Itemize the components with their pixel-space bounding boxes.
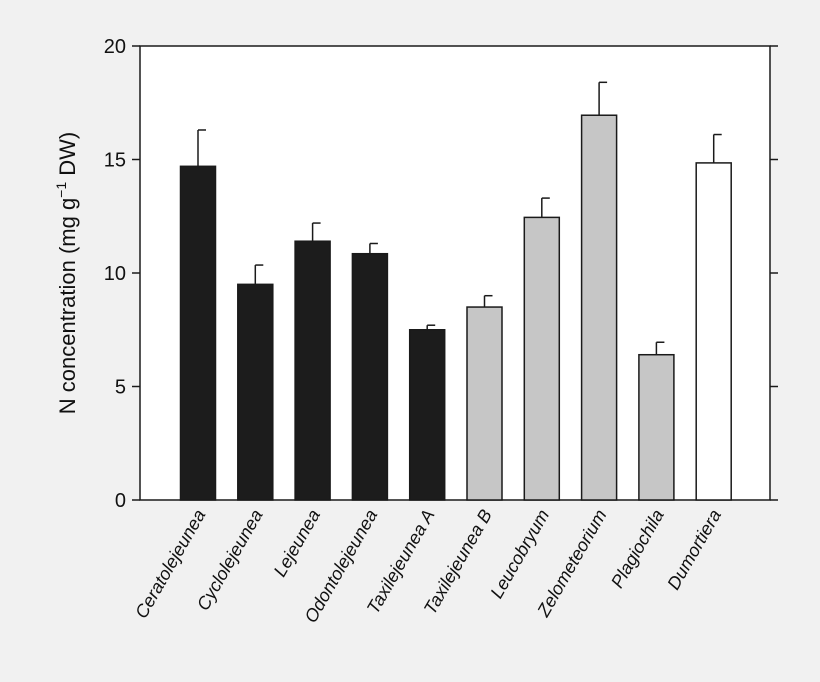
x-tick-label: Plagiochila — [607, 506, 668, 591]
y-tick-label: 0 — [115, 490, 126, 512]
y-axis-label-exponent: −1 — [53, 182, 69, 198]
x-tick-label: Leucobryum — [486, 506, 553, 602]
y-tick-label: 5 — [115, 377, 126, 399]
y-axis-label: N concentration (mg g−1 DW) — [53, 132, 80, 415]
bars — [179, 81, 732, 501]
bar — [466, 306, 503, 501]
bar — [351, 252, 389, 501]
y-tick-label: 20 — [104, 36, 126, 58]
bar — [638, 353, 675, 501]
y-axis-label-unit: DW) — [55, 132, 80, 182]
bar — [294, 240, 331, 501]
bar — [695, 162, 732, 501]
y-axis: 0 5 10 15 20 — [104, 36, 778, 512]
y-tick-label: 15 — [104, 150, 126, 172]
y-tick-label: 10 — [104, 263, 126, 285]
bar — [237, 283, 274, 501]
plot-area — [139, 45, 771, 501]
y-axis-label-main: N concentration (mg g — [55, 198, 80, 414]
x-tick-label: Lejeunea — [270, 506, 324, 580]
bar — [408, 329, 446, 501]
x-tick-label: Dumortiera — [663, 506, 725, 593]
bar — [580, 114, 618, 501]
bar — [179, 165, 217, 501]
bar — [523, 216, 561, 501]
